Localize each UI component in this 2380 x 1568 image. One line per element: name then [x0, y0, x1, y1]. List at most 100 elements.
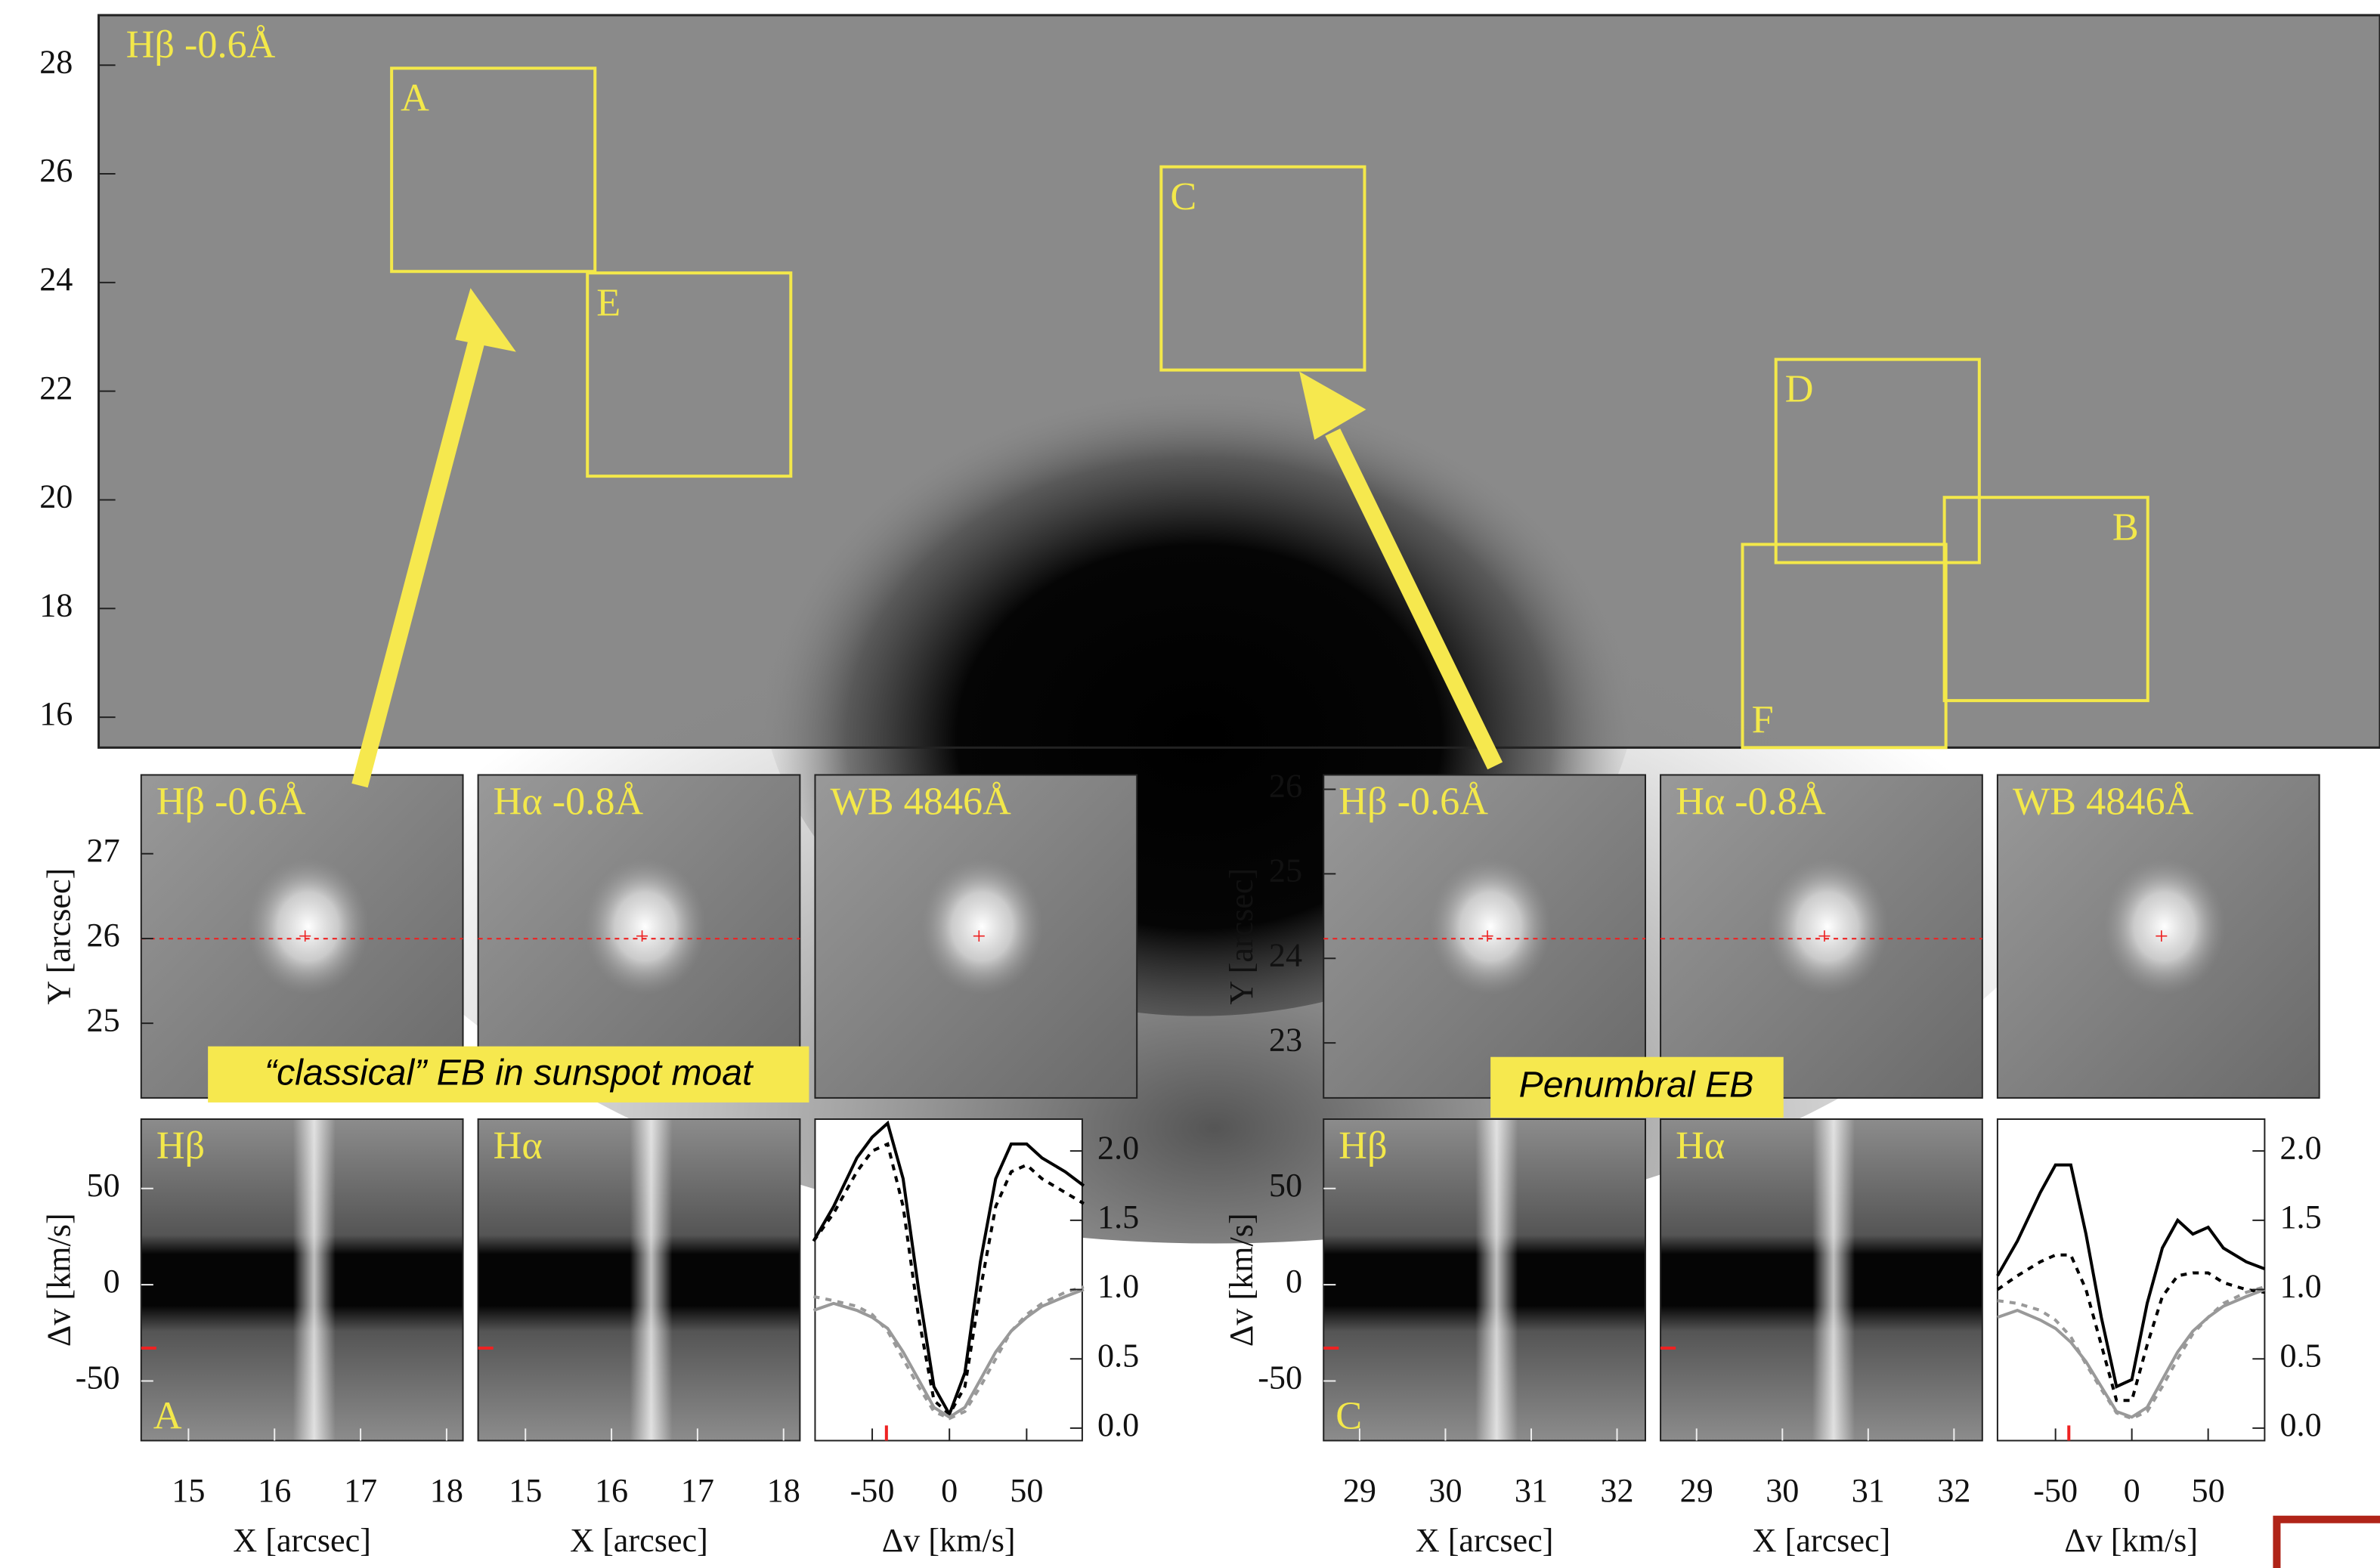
spectrum-label: Hβ [1339, 1124, 1387, 1167]
profile-line [812, 1142, 1085, 1417]
image-label: Hβ -0.6Å [1339, 780, 1488, 824]
region-label: C [1170, 175, 1196, 218]
x-tick-label: 16 [595, 1472, 628, 1509]
bright-feature [584, 858, 706, 995]
spectrum-frame [1323, 1118, 1646, 1442]
x-tick-label: 31 [1515, 1472, 1548, 1509]
x-tick-label: 32 [1600, 1472, 1633, 1509]
marker-plus: + [1481, 923, 1494, 950]
profile-x-tick-label: -50 [2033, 1472, 2078, 1509]
spectrum-frame [477, 1118, 801, 1442]
profile-frame [814, 1118, 1083, 1442]
image-frame [1323, 774, 1646, 1099]
x-tick-label: 18 [767, 1472, 800, 1509]
region-label: E [596, 280, 621, 324]
y-tick-label: 25 [1269, 852, 1302, 889]
dv-axis-label: Δv [km/s] [1223, 1213, 1260, 1347]
x-tick-label: 30 [1428, 1472, 1462, 1509]
bright-feature [1429, 858, 1552, 995]
y-axis-label: Y [arcsec] [40, 868, 77, 1005]
image-label: WB 4846Å [831, 780, 1012, 824]
bright-feature [2103, 858, 2226, 995]
profile-y-tick-label: 2.0 [2279, 1129, 2321, 1166]
region-label: D [1785, 367, 1814, 411]
profile-y-tick-label: 1.5 [2279, 1198, 2321, 1236]
profile-frame [1996, 1118, 2266, 1442]
spectrum-frame [1660, 1118, 1983, 1442]
image-label: Hα -0.8Å [494, 780, 644, 824]
profile-y-tick-label: 0.5 [2279, 1337, 2321, 1374]
box-label: A [153, 1393, 182, 1437]
x-tick-label: 18 [430, 1472, 463, 1509]
image-frame [1996, 774, 2320, 1099]
marker-plus: + [972, 923, 986, 950]
profile-y-tick-label: 0.0 [2279, 1406, 2321, 1443]
image-label: Hα -0.8Å [1676, 780, 1826, 824]
callout-box [208, 1046, 809, 1103]
image-label: Hβ -0.6Å [156, 780, 306, 824]
region-box [390, 66, 597, 274]
bright-feature [921, 858, 1043, 995]
x-tick-label: 31 [1852, 1472, 1885, 1509]
profile-y-tick-label: 1.0 [2279, 1268, 2321, 1305]
spectrum-stripe [1812, 1118, 1855, 1441]
region-box [1159, 165, 1366, 372]
profile-y-tick-label: 2.0 [1097, 1129, 1139, 1166]
dv-tick-label: 0 [104, 1263, 120, 1300]
corner-mark [2273, 1515, 2380, 1568]
profile-line [813, 1285, 1085, 1421]
x-tick-label: 32 [1937, 1472, 1970, 1509]
marker-plus: + [2155, 923, 2168, 950]
y-tick-label: 27 [86, 832, 119, 869]
dv-tick-label: -50 [76, 1359, 120, 1396]
bright-feature [247, 858, 370, 995]
x-tick-label: 29 [1343, 1472, 1376, 1509]
spectrum-frame [140, 1118, 464, 1442]
x-tick-label: 30 [1766, 1472, 1799, 1509]
x-axis-label: X [arcsec] [1416, 1522, 1554, 1559]
region-box [1741, 543, 1948, 750]
profile-x-label: Δv [km/s] [2064, 1522, 2198, 1559]
y-tick-label: 24 [39, 261, 73, 298]
x-axis-label: X [arcsec] [233, 1522, 371, 1559]
spectrum-label: Hβ [156, 1124, 205, 1167]
y-tick-label: 20 [39, 478, 73, 515]
image-label: WB 4846Å [2013, 780, 2194, 824]
profile-x-tick-label: 0 [2124, 1472, 2140, 1509]
y-tick-label: 18 [39, 586, 73, 623]
x-tick-label: 17 [344, 1472, 377, 1509]
spectrum-stripe [292, 1118, 336, 1441]
spectrum-label: Hα [494, 1124, 543, 1167]
spectrum-label: Hα [1676, 1124, 1725, 1167]
x-axis-label: X [arcsec] [1753, 1522, 1891, 1559]
profile-y-tick-label: 0.5 [1097, 1337, 1139, 1374]
x-tick-label: 16 [258, 1472, 291, 1509]
region-label: B [2112, 505, 2139, 549]
marker-plus: + [1818, 923, 1831, 950]
x-tick-label: 29 [1680, 1472, 1713, 1509]
callout-box [1490, 1056, 1784, 1118]
profile-line [1996, 1253, 2265, 1403]
arrows [351, 288, 1503, 788]
profile-y-tick-label: 1.0 [1097, 1268, 1139, 1305]
marker-plus: + [635, 923, 648, 950]
y-tick-label: 25 [86, 1001, 119, 1038]
image-frame [814, 774, 1138, 1099]
y-tick-label: 24 [1269, 936, 1302, 973]
y-tick-label: 16 [39, 695, 73, 732]
spectrum-stripe [630, 1118, 673, 1441]
region-label: A [401, 76, 429, 119]
box-label: C [1335, 1393, 1362, 1437]
callout-text: “classical” EB in sunspot moat [265, 1053, 754, 1093]
y-tick-label: 22 [39, 370, 73, 407]
region-box [1774, 357, 1981, 564]
dv-tick-label: 0 [1286, 1263, 1302, 1300]
spectrum-stripe [1475, 1118, 1518, 1441]
marker-plus: + [299, 923, 312, 950]
y-tick-label: 26 [39, 152, 73, 189]
dv-tick-label: -50 [1258, 1359, 1302, 1396]
x-axis-label: X [arcsec] [570, 1522, 708, 1559]
y-tick-label: 23 [1269, 1021, 1302, 1058]
